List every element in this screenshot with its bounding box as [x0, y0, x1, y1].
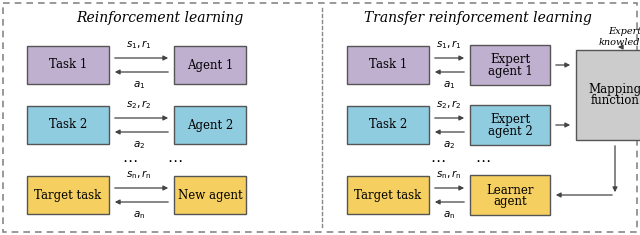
Text: Task 2: Task 2: [369, 118, 407, 132]
Text: $s_1, r_1$: $s_1, r_1$: [436, 38, 462, 51]
FancyBboxPatch shape: [27, 176, 109, 214]
Text: function: function: [591, 94, 639, 107]
Text: $s_\mathrm{n}, r_\mathrm{n}$: $s_\mathrm{n}, r_\mathrm{n}$: [126, 168, 152, 181]
FancyBboxPatch shape: [27, 106, 109, 144]
Text: $\cdots$: $\cdots$: [122, 153, 138, 168]
FancyBboxPatch shape: [470, 105, 550, 145]
Text: $a_\mathrm{n}$: $a_\mathrm{n}$: [443, 209, 455, 221]
Text: $s_\mathrm{n}, r_\mathrm{n}$: $s_\mathrm{n}, r_\mathrm{n}$: [436, 168, 462, 181]
FancyBboxPatch shape: [576, 50, 640, 140]
Text: Reinforcement learning: Reinforcement learning: [76, 11, 244, 25]
FancyBboxPatch shape: [174, 176, 246, 214]
Text: Learner: Learner: [486, 184, 534, 196]
FancyBboxPatch shape: [470, 175, 550, 215]
Text: Target task: Target task: [35, 188, 102, 201]
Text: Expert
knowledge: Expert knowledge: [598, 27, 640, 47]
Text: agent: agent: [493, 195, 527, 208]
FancyBboxPatch shape: [174, 46, 246, 84]
Text: $\cdots$: $\cdots$: [167, 153, 182, 168]
FancyBboxPatch shape: [347, 106, 429, 144]
FancyBboxPatch shape: [347, 46, 429, 84]
Text: Expert: Expert: [490, 54, 530, 67]
Text: Transfer reinforcement learning: Transfer reinforcement learning: [364, 11, 592, 25]
Text: $s_2, r_2$: $s_2, r_2$: [436, 98, 462, 111]
Text: Task 1: Task 1: [49, 59, 87, 71]
Text: Target task: Target task: [355, 188, 422, 201]
Text: agent 1: agent 1: [488, 64, 532, 78]
Text: Agent 2: Agent 2: [187, 118, 233, 132]
Text: $\cdots$: $\cdots$: [430, 153, 445, 168]
Text: $s_1, r_1$: $s_1, r_1$: [126, 38, 152, 51]
Text: Task 2: Task 2: [49, 118, 87, 132]
Text: $a_1$: $a_1$: [443, 79, 455, 91]
Text: $a_1$: $a_1$: [133, 79, 145, 91]
FancyBboxPatch shape: [347, 176, 429, 214]
Text: Task 1: Task 1: [369, 59, 407, 71]
Text: $a_2$: $a_2$: [133, 139, 145, 151]
FancyBboxPatch shape: [27, 46, 109, 84]
Text: $a_2$: $a_2$: [443, 139, 455, 151]
Text: agent 2: agent 2: [488, 125, 532, 137]
Text: $s_2, r_2$: $s_2, r_2$: [126, 98, 152, 111]
Text: New agent: New agent: [178, 188, 243, 201]
Text: $\cdots$: $\cdots$: [476, 153, 491, 168]
Text: $a_\mathrm{n}$: $a_\mathrm{n}$: [133, 209, 145, 221]
Text: Expert: Expert: [490, 114, 530, 126]
FancyBboxPatch shape: [174, 106, 246, 144]
Text: Agent 1: Agent 1: [187, 59, 233, 71]
Text: Mapping: Mapping: [588, 83, 640, 97]
FancyBboxPatch shape: [470, 45, 550, 85]
